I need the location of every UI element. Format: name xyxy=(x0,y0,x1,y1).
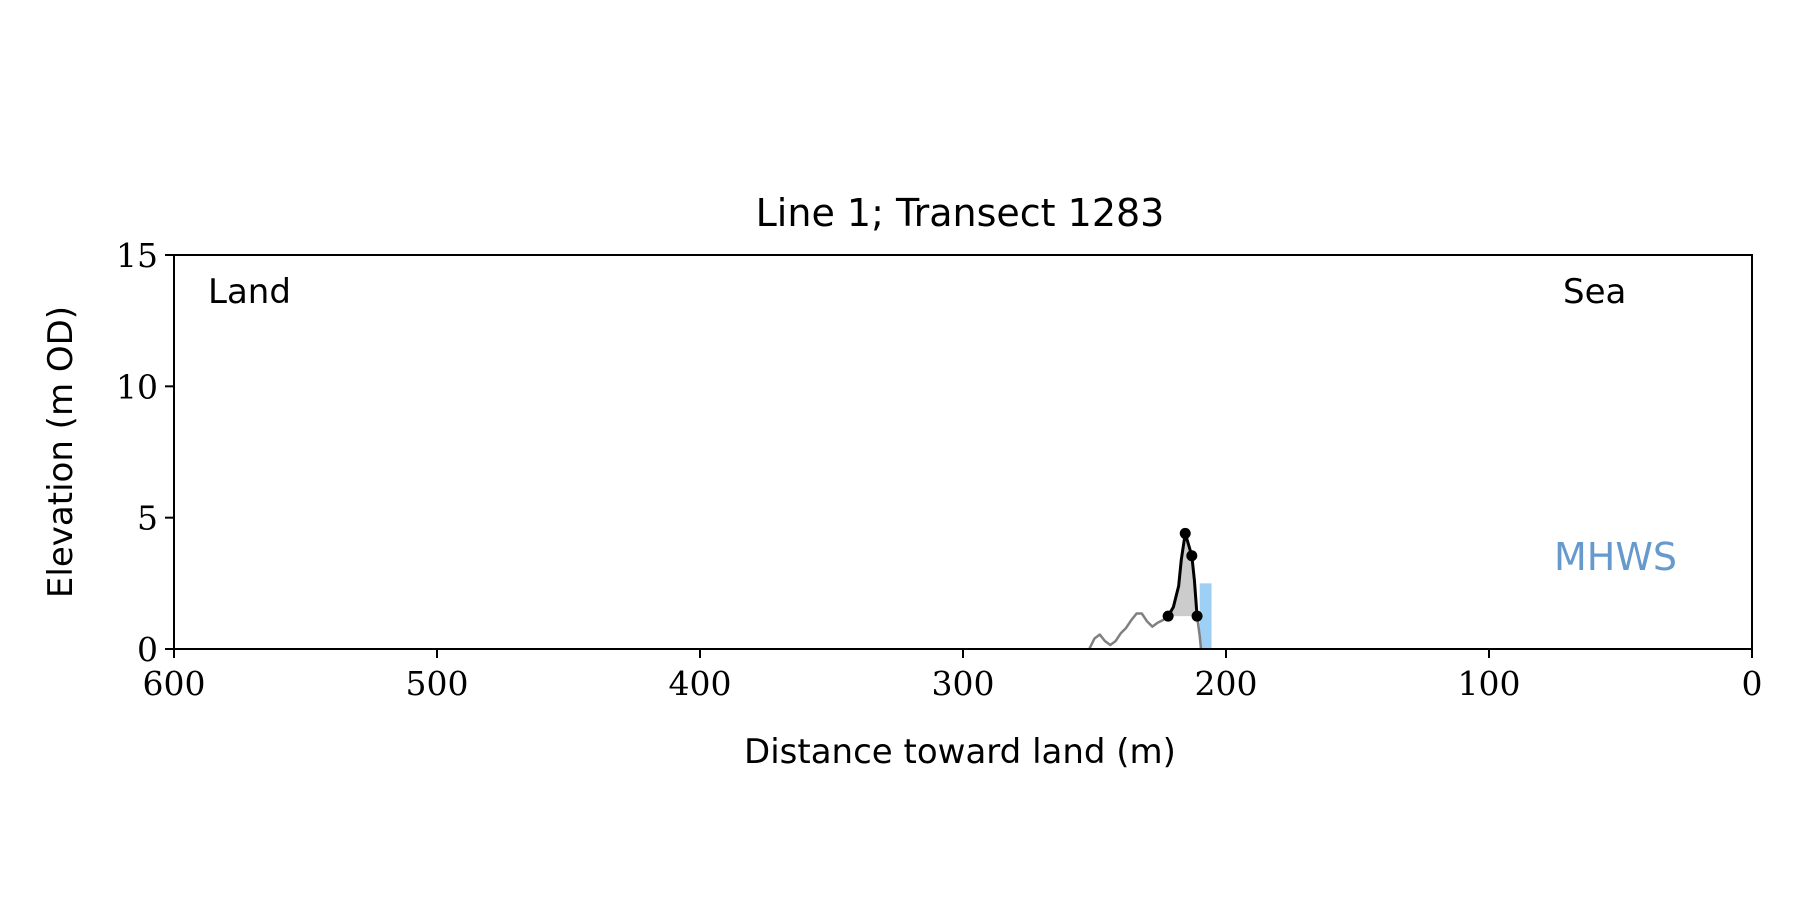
mhws-bar xyxy=(1199,583,1212,649)
chart-title: Line 1; Transect 1283 xyxy=(756,191,1165,235)
y-axis-label: Elevation (m OD) xyxy=(41,306,81,598)
y-axis: 0 5 10 15 xyxy=(116,236,174,669)
dune-marker xyxy=(1162,610,1174,622)
x-tick-label: 200 xyxy=(1195,664,1258,703)
x-tick-label: 300 xyxy=(932,664,995,703)
x-tick-label: 500 xyxy=(406,664,469,703)
x-axis: 600 500 400 300 200 100 0 xyxy=(143,649,1763,703)
x-axis-label: Distance toward land (m) xyxy=(744,732,1176,772)
x-tick-label: 600 xyxy=(143,664,206,703)
x-tick-label: 400 xyxy=(669,664,732,703)
x-tick-label: 100 xyxy=(1458,664,1521,703)
y-tick-label: 15 xyxy=(116,236,158,275)
y-tick-label: 5 xyxy=(137,499,158,538)
profile-line-seaward xyxy=(1088,612,1169,650)
dune-marker xyxy=(1191,610,1203,622)
y-tick-label: 0 xyxy=(137,630,158,669)
dune-line xyxy=(1166,531,1199,617)
axes-frame xyxy=(173,254,1753,650)
profile-line-landward xyxy=(1195,616,1203,650)
plot-area xyxy=(1088,527,1212,650)
y-tick-label: 10 xyxy=(116,367,158,406)
dune-marker xyxy=(1179,527,1191,539)
mhws-label: MHWS xyxy=(1554,535,1677,579)
land-label: Land xyxy=(208,272,291,312)
sea-label: Sea xyxy=(1563,272,1626,312)
x-tick-label: 0 xyxy=(1742,664,1763,703)
dune-marker xyxy=(1186,550,1198,562)
